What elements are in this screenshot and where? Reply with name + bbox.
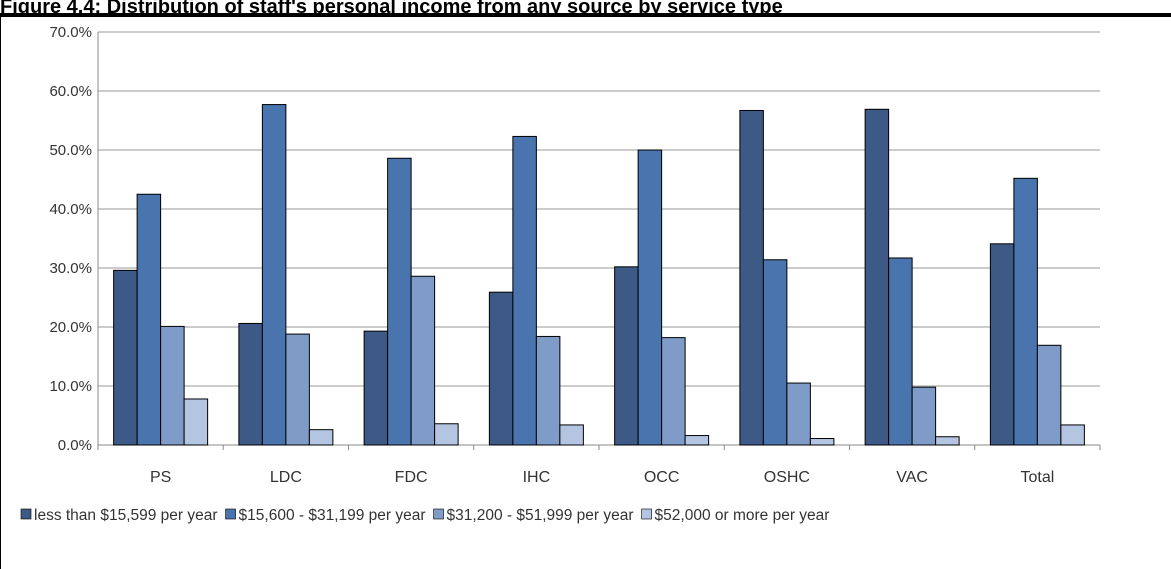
legend-label: $52,000 or more per year	[655, 507, 830, 524]
x-category-label: IHC	[523, 469, 551, 486]
y-tick-label: 50.0%	[49, 142, 92, 159]
y-tick-label: 20.0%	[49, 319, 92, 336]
x-category-label: OSHC	[764, 469, 810, 486]
bar	[363, 330, 389, 446]
bar	[739, 109, 764, 446]
bar	[285, 333, 310, 446]
legend-label: $31,200 - $51,999 per year	[447, 507, 634, 524]
bar	[989, 243, 1015, 446]
legend-swatch	[433, 508, 444, 520]
x-axis-category-labels: PS LDC FDC IHC OCC OSHC VAC Total	[150, 469, 1054, 486]
bar	[136, 193, 162, 446]
bar	[888, 257, 913, 446]
bar	[261, 104, 287, 446]
y-tick-label: 10.0%	[49, 378, 92, 395]
legend-swatch	[641, 508, 652, 520]
y-tick-label: 0.0%	[58, 437, 92, 454]
y-tick-label: 30.0%	[49, 260, 92, 277]
legend-swatch	[20, 508, 32, 520]
legend: less than $15,599 per year $15,600 - $31,…	[20, 507, 830, 524]
bar	[637, 149, 663, 446]
bar	[911, 386, 937, 446]
bar	[864, 108, 890, 446]
bar	[762, 259, 788, 446]
x-category-label: FDC	[395, 469, 428, 486]
bar	[238, 322, 263, 446]
bar	[661, 337, 686, 446]
x-category-label: OCC	[644, 469, 680, 486]
bar	[183, 398, 209, 446]
x-category-label: LDC	[270, 469, 302, 486]
bar	[809, 438, 835, 446]
y-tick-label: 60.0%	[49, 83, 92, 100]
bar	[1013, 177, 1038, 446]
bar	[1036, 344, 1062, 446]
bar	[535, 335, 561, 446]
bars	[113, 104, 1085, 446]
x-category-label: VAC	[896, 469, 928, 486]
bar	[113, 269, 138, 446]
title-rule	[0, 13, 1171, 17]
bar	[488, 291, 514, 446]
bar	[1060, 424, 1085, 446]
y-axis-tick-labels: 0.0% 10.0% 20.0% 30.0% 40.0% 50.0% 60.0% 70.0%	[49, 24, 92, 454]
bar	[434, 423, 459, 446]
frame-left-border	[0, 17, 1, 569]
x-category-label: Total	[1020, 469, 1054, 486]
bar	[614, 266, 639, 446]
bar	[387, 157, 412, 446]
bar	[512, 135, 537, 446]
bar	[410, 275, 436, 446]
bar	[559, 424, 584, 446]
legend-swatch	[225, 508, 236, 520]
bar	[935, 436, 960, 446]
x-category-label: PS	[150, 469, 171, 486]
y-tick-label: 40.0%	[49, 201, 92, 218]
legend-label: less than $15,599 per year	[34, 507, 218, 524]
bar	[160, 325, 185, 446]
legend-label: $15,600 - $31,199 per year	[239, 507, 426, 524]
bar	[308, 429, 334, 446]
y-tick-label: 70.0%	[49, 24, 92, 41]
bar	[786, 382, 811, 446]
bar	[684, 435, 710, 446]
chart-title: Figure 4.4: Distribution of staff's pers…	[0, 0, 783, 13]
